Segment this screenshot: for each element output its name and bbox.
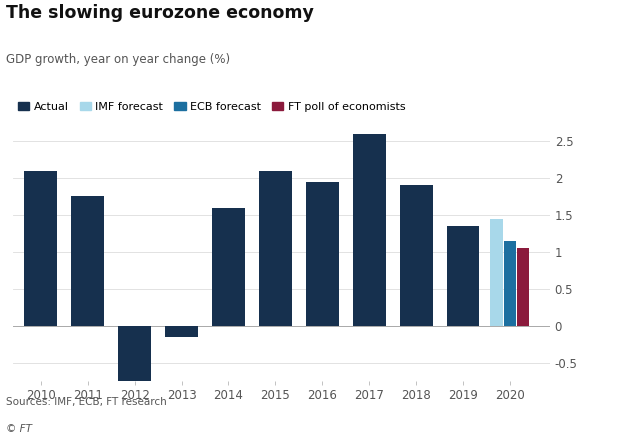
- Bar: [212, 208, 245, 326]
- Bar: [353, 134, 386, 326]
- Bar: [399, 185, 432, 326]
- Bar: [165, 326, 198, 337]
- Bar: [306, 182, 339, 326]
- Bar: [25, 171, 58, 326]
- Bar: [490, 219, 503, 326]
- Bar: [71, 197, 104, 326]
- Bar: [517, 248, 530, 326]
- Text: GDP growth, year on year change (%): GDP growth, year on year change (%): [6, 53, 231, 66]
- Text: © FT: © FT: [6, 424, 32, 434]
- Bar: [118, 326, 151, 389]
- Text: Sources: IMF, ECB, FT research: Sources: IMF, ECB, FT research: [6, 397, 167, 407]
- Text: The slowing eurozone economy: The slowing eurozone economy: [6, 4, 314, 22]
- Bar: [447, 226, 480, 326]
- Legend: Actual, IMF forecast, ECB forecast, FT poll of economists: Actual, IMF forecast, ECB forecast, FT p…: [18, 102, 405, 112]
- Bar: [504, 241, 516, 326]
- Bar: [259, 171, 292, 326]
